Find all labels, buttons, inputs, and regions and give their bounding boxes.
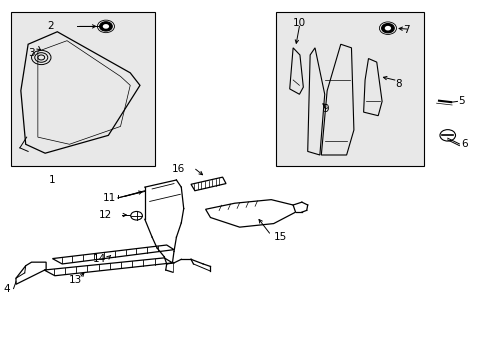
Text: 5: 5: [458, 96, 464, 107]
Text: 9: 9: [322, 104, 328, 113]
Text: 13: 13: [68, 275, 81, 285]
Text: 16: 16: [171, 164, 184, 174]
Circle shape: [100, 22, 112, 31]
Circle shape: [384, 26, 390, 31]
Text: 11: 11: [102, 193, 116, 203]
Text: 10: 10: [292, 18, 305, 28]
Text: 2: 2: [47, 21, 54, 31]
Text: 8: 8: [394, 78, 401, 89]
Text: 7: 7: [403, 25, 409, 35]
Circle shape: [381, 23, 393, 33]
Text: 6: 6: [460, 139, 467, 149]
Text: 14: 14: [93, 254, 106, 264]
Text: 1: 1: [49, 175, 56, 185]
Text: 15: 15: [273, 232, 286, 242]
Text: 4: 4: [3, 284, 10, 294]
Text: 3: 3: [28, 48, 35, 58]
Bar: [11, 12, 154, 166]
Circle shape: [102, 24, 109, 29]
Text: 12: 12: [99, 210, 112, 220]
Bar: [276, 12, 424, 166]
